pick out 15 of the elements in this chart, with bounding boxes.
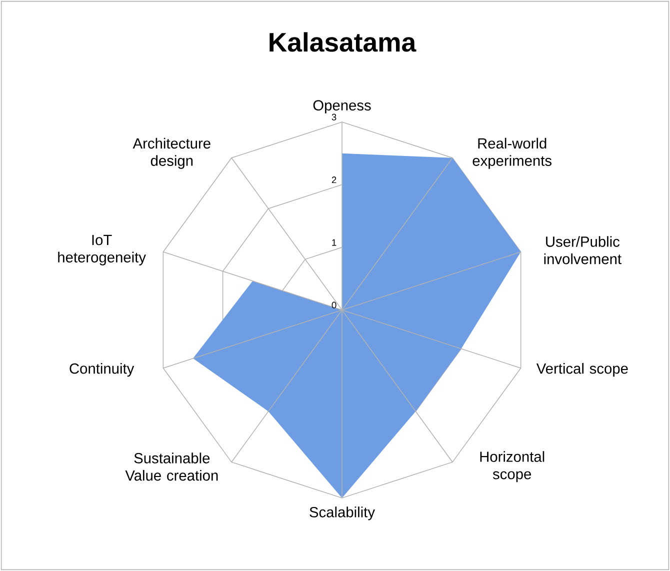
- spoke-label: IoT heterogeneity: [58, 234, 146, 266]
- y-tick-label: 1: [332, 239, 336, 246]
- y-tick-label: 3: [332, 114, 336, 120]
- spoke-label: Openess: [313, 100, 371, 114]
- chart-title: Kalasatama: [270, 32, 416, 52]
- spoke-label: Sustainable Value creation: [125, 452, 218, 481]
- spoke-label: User/Public involvement: [544, 236, 622, 264]
- spoke-label: Scalability: [310, 506, 375, 520]
- spoke-label: Real-world experiments: [472, 138, 552, 169]
- spoke-label: Architecture design: [132, 138, 210, 169]
- y-tick-label: 0: [332, 302, 336, 308]
- spoke-label: Vertical scope: [536, 363, 628, 377]
- spoke-label: Horizontal scope: [480, 451, 544, 482]
- spoke-label: Continuity: [70, 363, 134, 377]
- y-tick-label: 2: [332, 176, 336, 184]
